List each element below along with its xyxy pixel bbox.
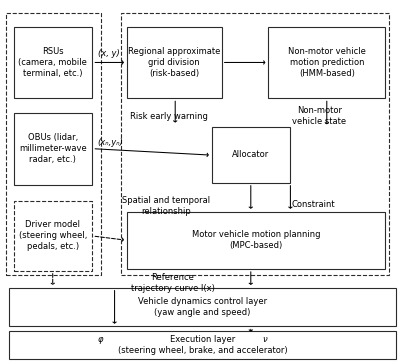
Bar [268, 26, 385, 98]
Text: Spatial and temporal
relationship: Spatial and temporal relationship [122, 196, 210, 216]
Bar [9, 288, 396, 327]
Text: Non-motor
vehicle state: Non-motor vehicle state [292, 106, 346, 126]
Bar [6, 13, 101, 275]
Text: Allocator: Allocator [232, 151, 269, 159]
Text: Vehicle dynamics control layer
(yaw angle and speed): Vehicle dynamics control layer (yaw angl… [138, 297, 267, 317]
Text: OBUs (lidar,
millimeter-wave
radar, etc.): OBUs (lidar, millimeter-wave radar, etc.… [19, 133, 87, 164]
Text: Constraint: Constraint [292, 200, 335, 209]
Bar [127, 26, 222, 98]
Bar [13, 113, 92, 185]
Bar [13, 201, 92, 271]
Text: Regional approximate
grid division
(risk-based): Regional approximate grid division (risk… [128, 47, 220, 78]
Text: Non-motor vehicle
motion prediction
(HMM-based): Non-motor vehicle motion prediction (HMM… [288, 47, 366, 78]
Text: Risk early warning: Risk early warning [129, 112, 208, 121]
Text: (xₙ,yₙ): (xₙ,yₙ) [98, 138, 123, 147]
Text: Execution layer
(steering wheel, brake, and accelerator): Execution layer (steering wheel, brake, … [118, 335, 287, 355]
Bar [127, 211, 385, 269]
Text: φ: φ [98, 335, 103, 344]
Bar [13, 26, 92, 98]
Bar [120, 13, 389, 275]
Bar [9, 331, 396, 359]
Text: RSUs
(camera, mobile
terminal, etc.): RSUs (camera, mobile terminal, etc.) [18, 47, 88, 78]
Text: Driver model
(steering wheel,
pedals, etc.): Driver model (steering wheel, pedals, et… [19, 220, 87, 251]
Text: (x, y): (x, y) [98, 49, 119, 58]
Text: ν: ν [262, 335, 267, 344]
Text: Motor vehicle motion planning
(MPC-based): Motor vehicle motion planning (MPC-based… [192, 230, 320, 250]
Text: Reference
trajectory curve l(x): Reference trajectory curve l(x) [131, 273, 214, 294]
Bar [212, 127, 291, 183]
